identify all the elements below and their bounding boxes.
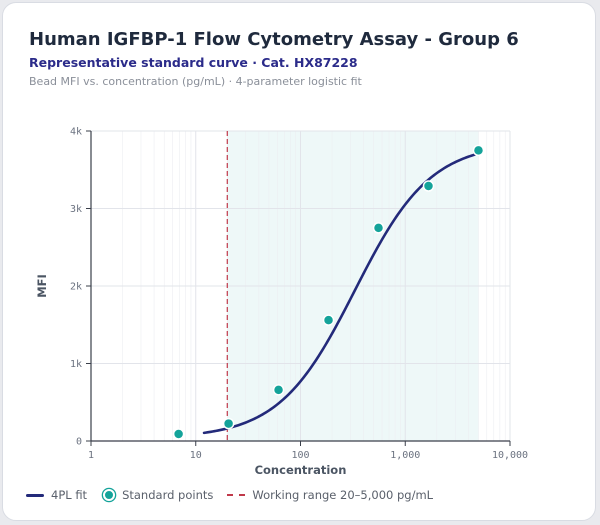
y-tick-label: 0: [76, 437, 82, 448]
x-tick-label: 1: [88, 450, 94, 461]
standard-point: [322, 314, 335, 326]
x-tick-label: 10: [190, 450, 202, 461]
legend-item-points: Standard points: [101, 488, 213, 502]
chart-description: Bead MFI vs. concentration (pg/mL) · 4-p…: [29, 75, 362, 88]
y-tick-label: 3k: [70, 204, 82, 215]
legend-points-label: Standard points: [122, 488, 214, 502]
y-tick-label: 1k: [70, 359, 82, 370]
x-tick-label: 1,000: [390, 450, 420, 461]
x-axis-title: Concentration: [255, 463, 347, 477]
legend-fit-label: 4PL fit: [51, 488, 88, 502]
standard-point: [272, 384, 285, 396]
x-tick-label: 100: [291, 450, 309, 461]
x-tick-label: 10,000: [492, 450, 528, 461]
standard-point: [372, 222, 385, 234]
legend-item-range: Working range 20–5,000 pg/mL: [227, 488, 433, 502]
fit-curve-line: [202, 152, 480, 435]
standard-point: [472, 144, 485, 157]
legend-points-swatch: [103, 489, 116, 501]
standard-point: [422, 180, 435, 192]
standard-point: [172, 428, 185, 440]
y-tick-label: 4k: [70, 127, 82, 138]
chart-legend: 4PL fit Standard points Working range 20…: [26, 488, 447, 502]
legend-fit-swatch: [26, 493, 44, 497]
legend-range-label: Working range 20–5,000 pg/mL: [252, 488, 434, 502]
standard-point: [222, 417, 235, 430]
y-tick-label: 2k: [70, 282, 82, 293]
legend-range-swatch: [227, 494, 246, 496]
legend-item-fit: 4PL fit: [26, 488, 87, 502]
chart-title: Human IGFBP-1 Flow Cytometry Assay - Gro…: [29, 29, 519, 50]
y-axis-title: MFI: [35, 274, 49, 298]
chart-subtitle: Representative standard curve · Cat. HX8…: [29, 55, 358, 70]
